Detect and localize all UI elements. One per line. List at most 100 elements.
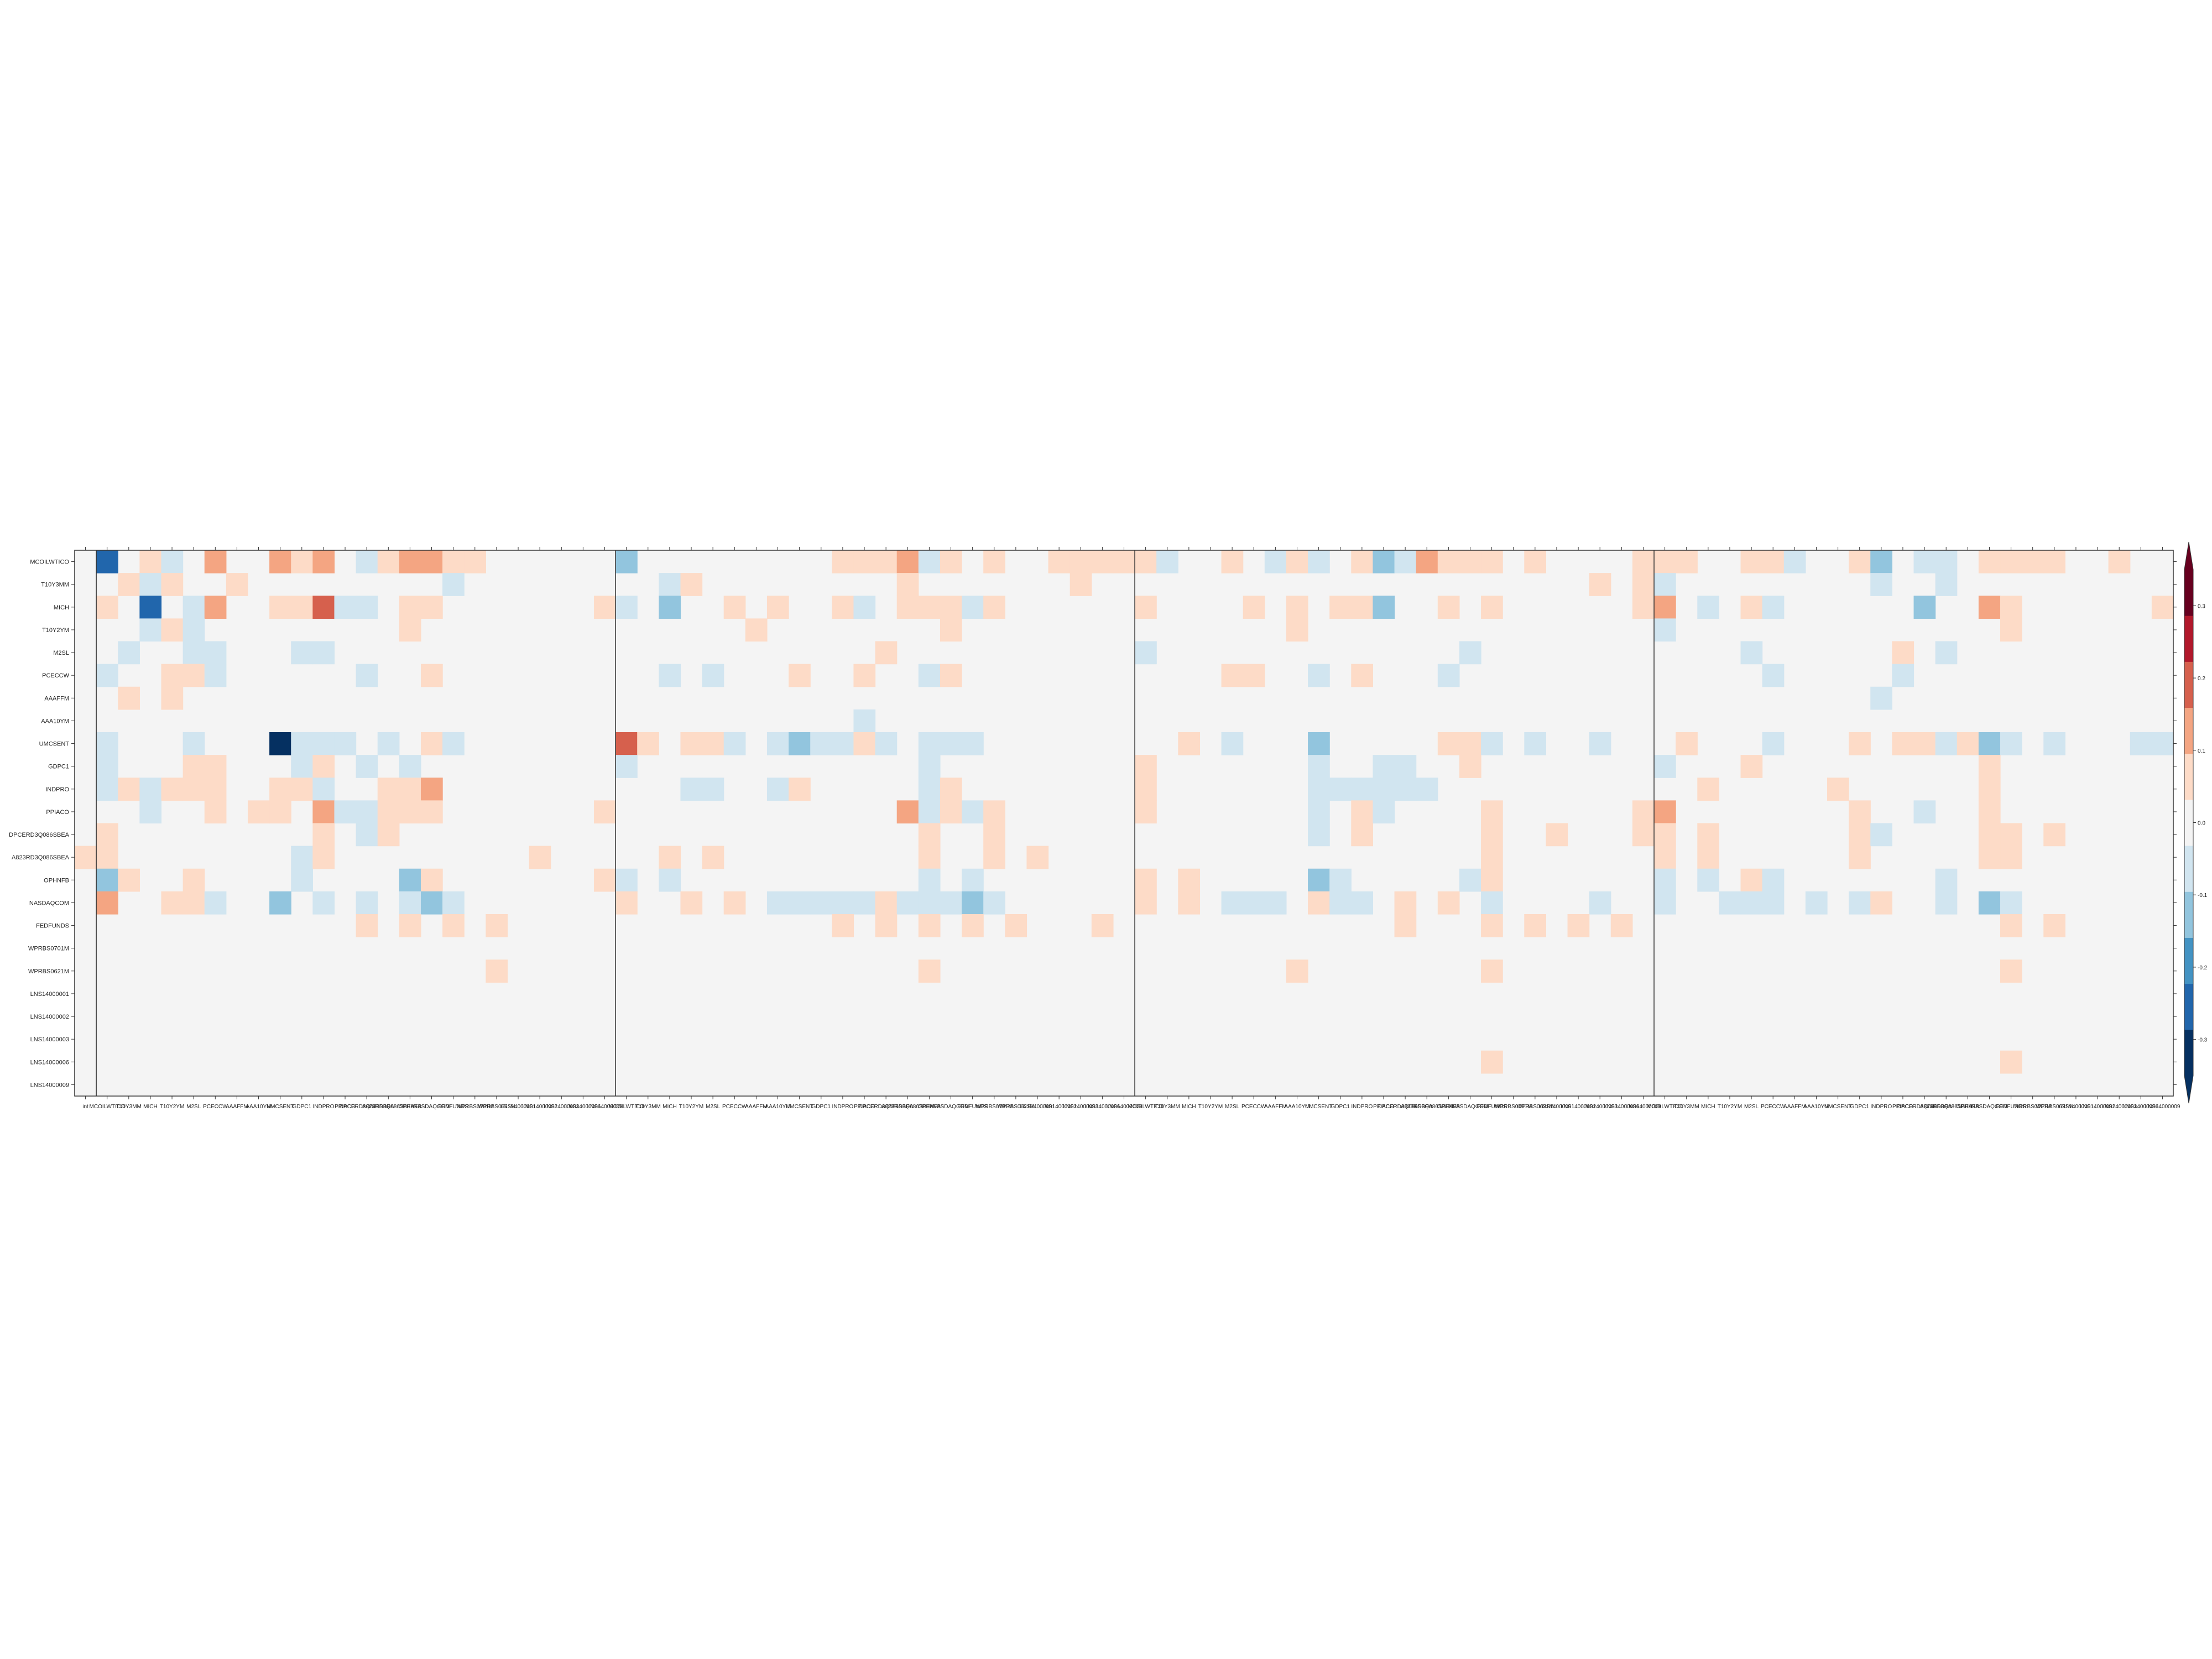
heatmap-cell xyxy=(1091,550,1114,573)
heatmap-cell xyxy=(161,686,184,710)
y-tick-label: FEDFUNDS xyxy=(36,923,69,930)
heatmap-cell xyxy=(118,641,140,665)
x-tick-label: WPRBS0701M xyxy=(2014,1104,2051,1110)
heatmap-cell xyxy=(1524,732,1547,755)
x-tick-label: T10Y2YM xyxy=(160,1104,184,1110)
heatmap-cells xyxy=(75,550,2174,1096)
x-tick-label: M2SL xyxy=(706,1104,721,1110)
heatmap-cell xyxy=(1221,550,1244,573)
heatmap-cell xyxy=(2043,732,2065,755)
x-tick-label: WPRBS0621M xyxy=(997,1104,1034,1110)
heatmap-cell xyxy=(1632,823,1655,847)
x-tick-label: AAAFFM xyxy=(226,1104,248,1110)
x-tick-label: PCECCW xyxy=(1241,1104,1266,1110)
heatmap-cell xyxy=(399,868,421,892)
heatmap-cell xyxy=(766,596,789,619)
heatmap-cell xyxy=(1243,664,1265,687)
x-tick-label: T10Y3MM xyxy=(635,1104,661,1110)
heatmap-cell xyxy=(1048,550,1071,573)
heatmap-cell xyxy=(1373,778,1395,801)
heatmap-cell xyxy=(1849,891,1871,915)
heatmap-cell xyxy=(702,732,724,755)
heatmap-cell xyxy=(269,778,291,801)
x-tick-label: INDPRO xyxy=(832,1104,853,1110)
x-tick-label: M2SL xyxy=(1744,1104,1759,1110)
heatmap-cell xyxy=(1697,868,1719,892)
colorbar-tick-label: -0.2 xyxy=(2198,965,2208,971)
y-tick-label: T10Y2YM xyxy=(42,627,69,634)
block-separators xyxy=(96,550,1655,1096)
heatmap-cell xyxy=(96,664,118,687)
heatmap-cell xyxy=(269,550,291,573)
heatmap-cell xyxy=(1416,778,1438,801)
heatmap-cell xyxy=(486,914,508,937)
y-tick-label: UMCSENT xyxy=(39,741,70,748)
heatmap-cell xyxy=(2043,550,2065,573)
heatmap-cell xyxy=(312,846,335,869)
heatmap-cell xyxy=(161,618,184,642)
x-tick-label: LNS14000009 xyxy=(587,1104,623,1110)
heatmap-cell xyxy=(291,755,313,778)
x-tick-label: INDPRO xyxy=(1351,1104,1373,1110)
heatmap-cell xyxy=(940,618,962,642)
x-tick-label: NASDAQCOM xyxy=(1971,1104,2008,1110)
x-tick-label: MCOILWTICO xyxy=(1128,1104,1163,1110)
heatmap-cell xyxy=(182,778,205,801)
heatmap-cell xyxy=(680,573,703,596)
x-tick-label: AAAFFM xyxy=(1783,1104,1806,1110)
heatmap-cell xyxy=(1935,732,1958,755)
heatmap-cell xyxy=(789,891,811,915)
y-tick-label: PCECCW xyxy=(42,672,70,679)
heatmap-cell xyxy=(1351,800,1374,824)
y-tick-label: WPRBS0621M xyxy=(28,968,69,975)
heatmap-cell xyxy=(1286,596,1308,619)
heatmap-cell xyxy=(680,891,703,915)
heatmap-cell xyxy=(1308,550,1330,573)
y-tick-label: NASDAQCOM xyxy=(29,900,69,906)
heatmap-cell xyxy=(1178,868,1201,892)
heatmap-cell xyxy=(1481,959,1503,983)
heatmap-cell xyxy=(1978,550,2001,573)
heatmap-cell xyxy=(1091,914,1114,937)
heatmap-cell xyxy=(918,846,941,869)
heatmap-cell xyxy=(420,664,443,687)
x-tick-label: FEDFUNDS xyxy=(438,1104,468,1110)
heatmap-cell xyxy=(983,550,1005,573)
heatmap-cell xyxy=(1567,914,1590,937)
x-tick-label: LNS14000001 xyxy=(1020,1104,1055,1110)
heatmap-cell xyxy=(1221,732,1244,755)
x-tick-label: WPRBS0621M xyxy=(1516,1104,1553,1110)
heatmap-cell xyxy=(1870,823,1892,847)
heatmap-cell xyxy=(1264,550,1287,573)
heatmap-cell xyxy=(1719,891,1741,915)
heatmap-cell xyxy=(1632,550,1655,573)
heatmap-cell xyxy=(1394,778,1417,801)
heatmap-cell xyxy=(204,891,227,915)
heatmap-cell xyxy=(118,778,140,801)
heatmap-cell xyxy=(1243,596,1265,619)
heatmap-cell xyxy=(766,732,789,755)
heatmap-cell xyxy=(1221,891,1244,915)
x-tick-label: T10Y3MM xyxy=(116,1104,142,1110)
heatmap-cell xyxy=(1135,596,1157,619)
y-tick-label: DPCERD3Q086SBEA xyxy=(9,832,69,838)
heatmap-cell xyxy=(269,596,291,619)
colorbar-segment xyxy=(2184,615,2193,662)
x-tick-label: LNS14000009 xyxy=(1625,1104,1661,1110)
heatmap-cell xyxy=(291,596,313,619)
heatmap-cell xyxy=(2000,618,2022,642)
heatmap-cell xyxy=(1740,891,1763,915)
heatmap-cell xyxy=(875,891,898,915)
x-tick-label: LNS14000003 xyxy=(1063,1104,1098,1110)
heatmap-cell xyxy=(615,755,638,778)
heatmap-cell xyxy=(291,550,313,573)
x-tick-label: MCOILWTICO xyxy=(1647,1104,1682,1110)
heatmap-cell xyxy=(1805,891,1828,915)
heatmap-cell xyxy=(2000,596,2022,619)
x-tick-label: INDPRO xyxy=(312,1104,334,1110)
heatmap-cell xyxy=(1437,596,1460,619)
x-tick-label: DPCERD3Q086SBEA xyxy=(1897,1104,1952,1110)
x-tick-label: A823RD3Q086SBEA xyxy=(362,1104,415,1110)
heatmap-cell xyxy=(1935,891,1958,915)
heatmap-cell xyxy=(1654,573,1676,596)
